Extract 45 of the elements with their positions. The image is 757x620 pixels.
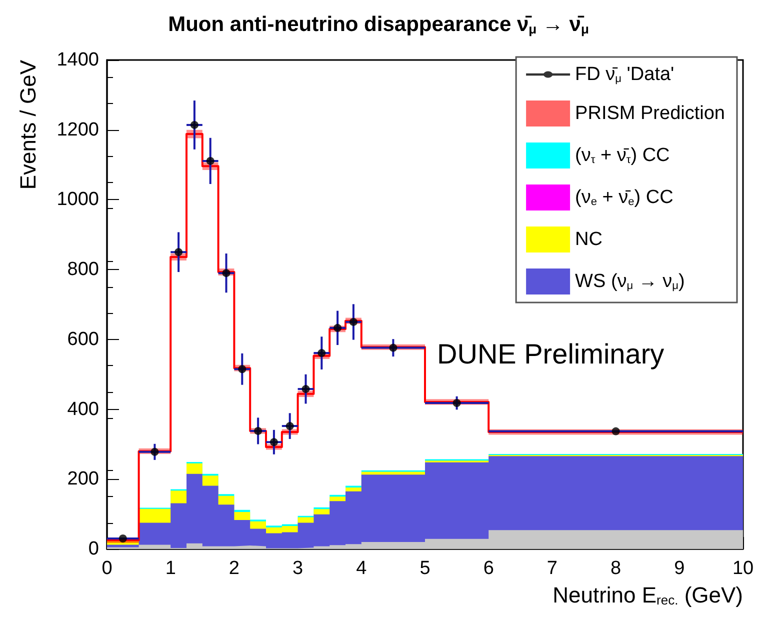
x-tick-label: 3: [292, 558, 304, 579]
x-axis-title: Neutrino Erec. (GeV): [552, 582, 744, 608]
point: [612, 427, 620, 436]
point: [238, 365, 246, 374]
point: [334, 324, 342, 332]
legend-label: (ντ + ν̄τ) CC: [575, 145, 670, 166]
point: [150, 448, 159, 456]
point: [270, 438, 278, 446]
x-tick-label: 5: [420, 558, 430, 579]
point: [389, 344, 398, 352]
y-tick-label: 600: [67, 328, 99, 350]
legend-label: PRISM Prediction: [575, 103, 726, 124]
point: [254, 426, 262, 435]
x-tick-label: 0: [102, 558, 112, 579]
point: [318, 349, 326, 358]
y-tick-label: 1000: [56, 189, 99, 210]
y-tick-label: 1200: [56, 119, 99, 140]
y-axis-title: Events / GeV: [16, 60, 40, 190]
x-tick-label: 1: [165, 558, 176, 579]
x-tick-label: 2: [228, 558, 240, 579]
legend-label: NC: [575, 229, 603, 250]
point: [174, 248, 183, 256]
y-tick-label: 400: [67, 398, 99, 420]
x-tick-label: 6: [483, 558, 494, 579]
legend-label: FD ν̄μ 'Data': [575, 64, 674, 85]
annotation: DUNE Preliminary: [437, 338, 664, 370]
legend-label: (νe + ν̄e) CC: [575, 187, 674, 208]
point: [349, 318, 358, 326]
point: [286, 422, 294, 430]
point: [190, 120, 198, 129]
x-tick-label: 10: [732, 558, 754, 579]
y-tick-label: 1400: [56, 50, 99, 70]
legend-label: WS (νμ → νμ): [575, 271, 685, 292]
x-tick-label: 9: [674, 558, 685, 579]
point: [302, 385, 310, 394]
x-tick-label: 8: [610, 558, 622, 579]
point: [206, 156, 214, 165]
point: [222, 269, 230, 278]
y-tick-label: 200: [67, 468, 99, 490]
y-tick-label: 0: [88, 538, 99, 560]
point: [118, 534, 127, 543]
x-tick-label: 7: [546, 558, 558, 579]
y-tick-label: 800: [67, 259, 99, 280]
x-tick-label: 4: [356, 558, 368, 579]
point: [452, 399, 461, 407]
